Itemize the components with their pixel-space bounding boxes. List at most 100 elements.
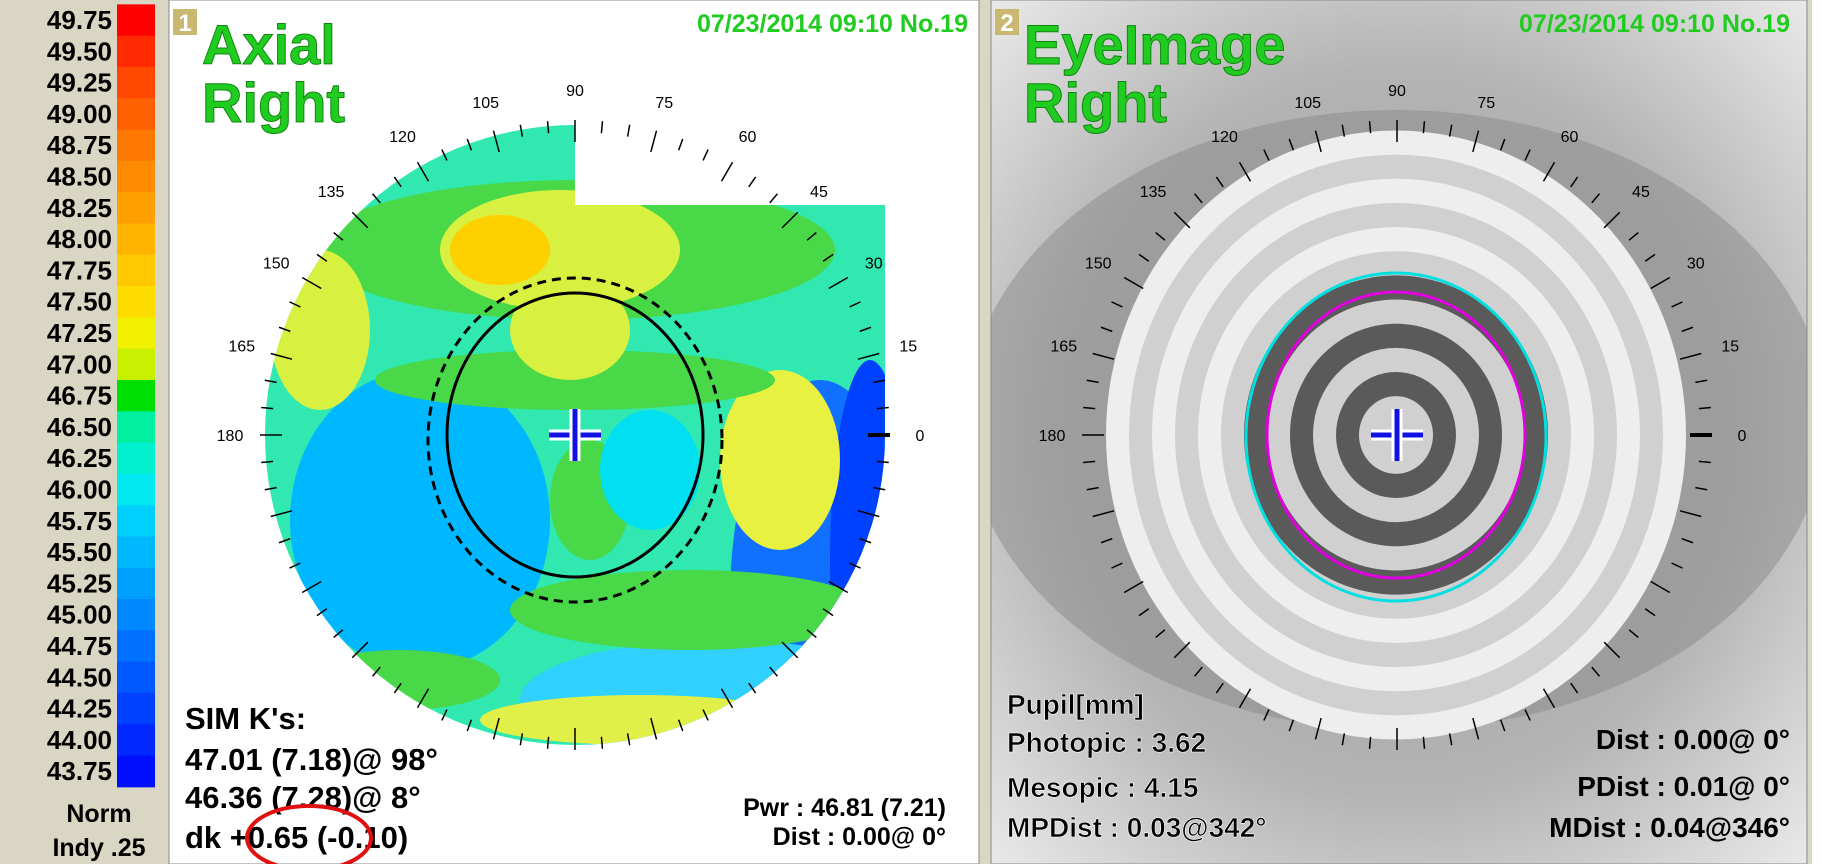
scale-swatch	[117, 536, 155, 569]
edge-strip	[1812, 0, 1828, 864]
step-label: Indy .25	[52, 834, 145, 862]
scale-swatch	[117, 254, 155, 287]
info-left: Photopic : 3.62	[1007, 727, 1206, 758]
tick	[1341, 124, 1346, 137]
tick	[1263, 709, 1270, 721]
tick	[1448, 733, 1453, 746]
angle-label: 105	[1294, 95, 1321, 112]
tick	[1422, 736, 1426, 749]
tick	[650, 130, 658, 153]
tick	[466, 138, 473, 151]
tick	[1288, 138, 1295, 151]
map-region	[720, 370, 840, 550]
tick	[781, 641, 799, 659]
angle-label: 30	[865, 256, 883, 273]
scale-swatch	[117, 223, 155, 256]
tick	[1092, 352, 1115, 360]
tick	[1681, 326, 1694, 333]
tick	[1193, 666, 1203, 677]
tick	[1083, 460, 1096, 464]
tick	[1644, 608, 1656, 617]
scale-swatch	[117, 348, 155, 381]
tick	[828, 276, 849, 290]
tick	[1603, 211, 1621, 229]
scale-label: 48.75	[47, 130, 112, 160]
panel-number-badge	[995, 9, 1019, 35]
scale-swatch	[117, 599, 155, 631]
tick	[1698, 460, 1711, 464]
tick	[1472, 130, 1480, 153]
tick	[1138, 608, 1150, 617]
angle-label: 135	[318, 184, 345, 201]
tick	[626, 124, 631, 137]
tick	[876, 460, 889, 464]
tick	[301, 580, 322, 594]
tick	[626, 733, 631, 746]
tick	[859, 537, 872, 544]
tick	[822, 608, 834, 617]
tick	[519, 733, 524, 746]
tick	[371, 193, 381, 204]
tick	[1263, 149, 1270, 161]
tick	[1681, 537, 1694, 544]
tick	[1499, 719, 1506, 732]
tick	[1083, 406, 1096, 410]
tick	[1448, 124, 1453, 137]
angle-label: 120	[1211, 129, 1238, 146]
scale-label: 44.25	[47, 694, 112, 724]
tick	[1368, 121, 1372, 134]
info-left: Mesopic : 4.15	[1007, 772, 1198, 803]
angle-label: 75	[1477, 95, 1495, 112]
info-left: Pupil[mm]	[1007, 689, 1144, 720]
tick	[301, 276, 322, 290]
tick	[371, 666, 381, 677]
scale-label: 48.50	[47, 162, 112, 192]
scale-swatch	[117, 630, 155, 663]
tick	[1314, 717, 1322, 740]
scale-label: 43.75	[47, 756, 112, 786]
tick	[351, 641, 369, 659]
scale-swatch	[117, 129, 155, 162]
tick	[393, 682, 402, 694]
tick	[702, 149, 709, 161]
tick	[1123, 276, 1144, 290]
tick	[1628, 231, 1639, 241]
tick	[393, 176, 402, 188]
tick	[264, 486, 277, 491]
scale-label: 47.00	[47, 349, 112, 379]
scale-label: 45.00	[47, 600, 112, 630]
tick	[1111, 562, 1123, 569]
panel-number-badge	[173, 9, 197, 35]
tick	[1238, 161, 1252, 182]
tick	[857, 352, 880, 360]
scale-label: 44.75	[47, 631, 112, 661]
angle-label: 120	[389, 129, 416, 146]
scale-label: 47.25	[47, 318, 112, 348]
tick	[333, 231, 344, 241]
scale-swatch	[117, 661, 155, 694]
angle-label: 165	[228, 339, 255, 356]
tick	[1368, 736, 1372, 749]
tick	[416, 688, 430, 709]
tick	[441, 709, 448, 721]
tick	[261, 460, 274, 464]
angle-label: 45	[1632, 184, 1650, 201]
map-region	[600, 410, 700, 530]
info-right: PDist : 0.01@ 0°	[1577, 771, 1790, 802]
map-region	[510, 280, 630, 380]
eye-label: Right	[1024, 71, 1167, 134]
tick	[1111, 301, 1123, 308]
map-region	[290, 370, 550, 670]
panel-number: 1	[178, 10, 191, 37]
tick	[677, 719, 684, 732]
tick	[351, 211, 369, 229]
angle-label: 60	[1561, 129, 1579, 146]
scale-label: 47.50	[47, 287, 112, 317]
tick	[828, 580, 849, 594]
timestamp: 07/23/2014 09:10 No.19	[697, 10, 968, 38]
info-right: Dist : 0.00@ 0°	[773, 823, 946, 851]
tick	[546, 736, 550, 749]
tick	[492, 130, 500, 153]
tick	[466, 719, 473, 732]
